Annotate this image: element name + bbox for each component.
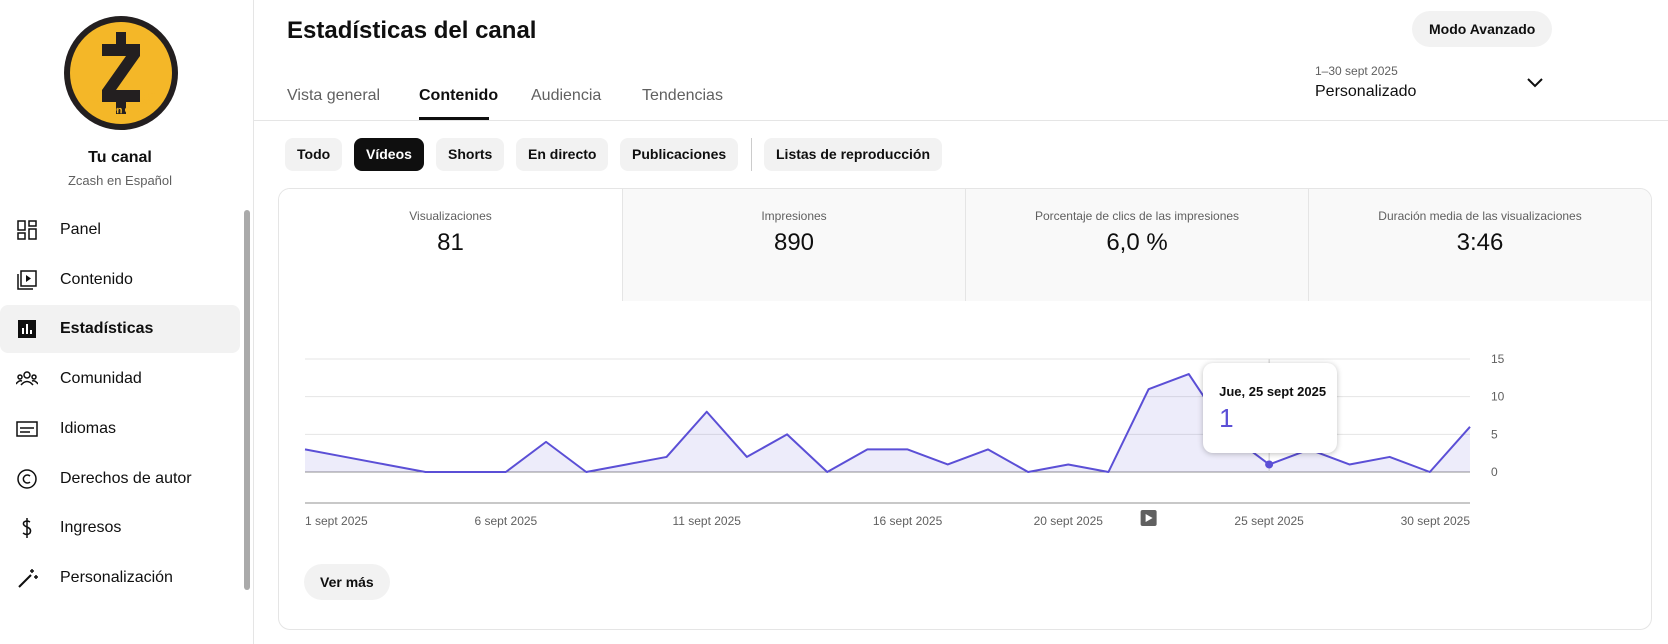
channel-name: Zcash en Español bbox=[67, 173, 173, 188]
nav-label: Comunidad bbox=[60, 370, 142, 388]
nav-icon bbox=[17, 269, 37, 290]
x-tick-label: 16 sept 2025 bbox=[873, 514, 943, 528]
nav-label: Panel bbox=[60, 221, 101, 238]
nav-icon bbox=[17, 468, 37, 489]
x-tick-label: 6 sept 2025 bbox=[475, 514, 538, 528]
nav-item[interactable]: Comunidad bbox=[0, 355, 240, 403]
nav-icon bbox=[16, 421, 38, 437]
page-title: Estadísticas del canal bbox=[287, 17, 537, 44]
nav-icon bbox=[18, 320, 36, 339]
tab[interactable]: Tendencias bbox=[642, 87, 723, 104]
scrollbar[interactable] bbox=[244, 210, 250, 590]
date-mode[interactable]: Personalizado bbox=[1315, 83, 1417, 100]
chip-divider bbox=[751, 138, 752, 171]
more-button[interactable]: Ver más bbox=[304, 564, 390, 600]
filter-chip[interactable]: Vídeos bbox=[354, 138, 424, 171]
nav-icon bbox=[18, 568, 38, 588]
nav-label: Personalización bbox=[60, 568, 173, 586]
nav-item[interactable]: Contenido bbox=[0, 256, 240, 304]
metric-tile[interactable]: Impresiones 890 bbox=[622, 189, 965, 301]
area bbox=[305, 374, 1470, 472]
metric-tile[interactable]: Porcentaje de clics de las impresiones 6,… bbox=[965, 189, 1308, 301]
y-tick-label: 0 bbox=[1491, 465, 1498, 479]
video-marker bbox=[1140, 510, 1157, 526]
nav-label: Idiomas bbox=[60, 419, 117, 437]
metric-tile[interactable]: Duración media de las visualizaciones 3:4… bbox=[1308, 189, 1651, 301]
nav-icon bbox=[16, 371, 38, 386]
line bbox=[304, 373, 1471, 473]
divider bbox=[254, 120, 1668, 121]
x-tick-label: 25 sept 2025 bbox=[1234, 514, 1304, 528]
metric-value: 3:46 bbox=[1456, 229, 1504, 256]
tooltip-date: Jue, 25 sept 2025 bbox=[1219, 384, 1327, 399]
metric-label: Impresiones bbox=[761, 209, 827, 223]
tab[interactable]: Vista general bbox=[287, 87, 381, 104]
nav-label: Ingresos bbox=[60, 519, 122, 537]
metric-value: 81 bbox=[437, 229, 464, 256]
nav-item[interactable]: Derechos de autor bbox=[0, 455, 240, 503]
metric-value: 890 bbox=[773, 229, 815, 256]
metric-label: Visualizaciones bbox=[409, 209, 492, 223]
metric-tile[interactable]: Visualizaciones 81 bbox=[279, 189, 622, 301]
nav-item[interactable]: Estadísticas bbox=[0, 305, 240, 354]
x-tick-label: 20 sept 2025 bbox=[1034, 514, 1104, 528]
nav-label: Contenido bbox=[60, 270, 133, 288]
channel-title: Tu canal bbox=[88, 149, 152, 166]
nav-icon bbox=[17, 220, 37, 240]
hover-point bbox=[1265, 460, 1274, 469]
filter-chip[interactable]: Listas de reproducción bbox=[764, 138, 943, 171]
y-tick-label: 10 bbox=[1491, 390, 1505, 404]
nav-item[interactable]: Idiomas bbox=[0, 405, 240, 453]
nav-label: Derechos de autor bbox=[60, 469, 192, 487]
nav-label: Estadísticas bbox=[60, 320, 154, 338]
nav-item[interactable]: Panel bbox=[0, 206, 240, 254]
tab[interactable]: Contenido bbox=[419, 87, 499, 104]
tooltip: Jue, 25 sept 2025 1 bbox=[1203, 363, 1338, 453]
dropdown-icon[interactable] bbox=[1526, 76, 1544, 90]
filter-chip[interactable]: Todo bbox=[285, 138, 343, 171]
metric-label: Duración media de las visualizaciones bbox=[1378, 209, 1582, 223]
tab-indicator bbox=[419, 117, 489, 120]
filter-chip[interactable]: En directo bbox=[516, 138, 609, 171]
date-range: 1–30 sept 2025 bbox=[1315, 64, 1398, 78]
tooltip-value: 1 bbox=[1219, 403, 1234, 433]
tab[interactable]: Audiencia bbox=[531, 87, 602, 104]
metric-label: Porcentaje de clics de las impresiones bbox=[1034, 209, 1240, 223]
x-tick-label: 1 sept 2025 bbox=[305, 514, 368, 528]
nav-item[interactable]: Ingresos bbox=[0, 504, 240, 552]
channel-logo[interactable]: Zcash en español bbox=[62, 14, 180, 132]
x-tick-label: 11 sept 2025 bbox=[672, 514, 741, 528]
metric-value: 6,0 % bbox=[1106, 229, 1168, 256]
metrics-card: 0 5 10 15 1 sept 2025 6 sept 2025 11 sept 2025… bbox=[278, 188, 1652, 630]
x-tick-label: 30 sept 2025 bbox=[1401, 514, 1471, 528]
chart: 0 5 10 15 1 sept 2025 6 sept 2025 11 sept 2025… bbox=[304, 352, 1505, 528]
advanced-button[interactable]: Modo Avanzado bbox=[1412, 11, 1553, 47]
y-tick-label: 15 bbox=[1491, 352, 1505, 366]
y-tick-label: 5 bbox=[1491, 427, 1498, 441]
sidebar: Zcash en español Tu canal Zcash en Españ… bbox=[0, 0, 254, 644]
filter-chip[interactable]: Publicaciones bbox=[620, 138, 739, 171]
nav-icon bbox=[22, 518, 32, 539]
filter-chip[interactable]: Shorts bbox=[436, 138, 505, 171]
nav-item[interactable]: Personalización bbox=[0, 554, 240, 602]
